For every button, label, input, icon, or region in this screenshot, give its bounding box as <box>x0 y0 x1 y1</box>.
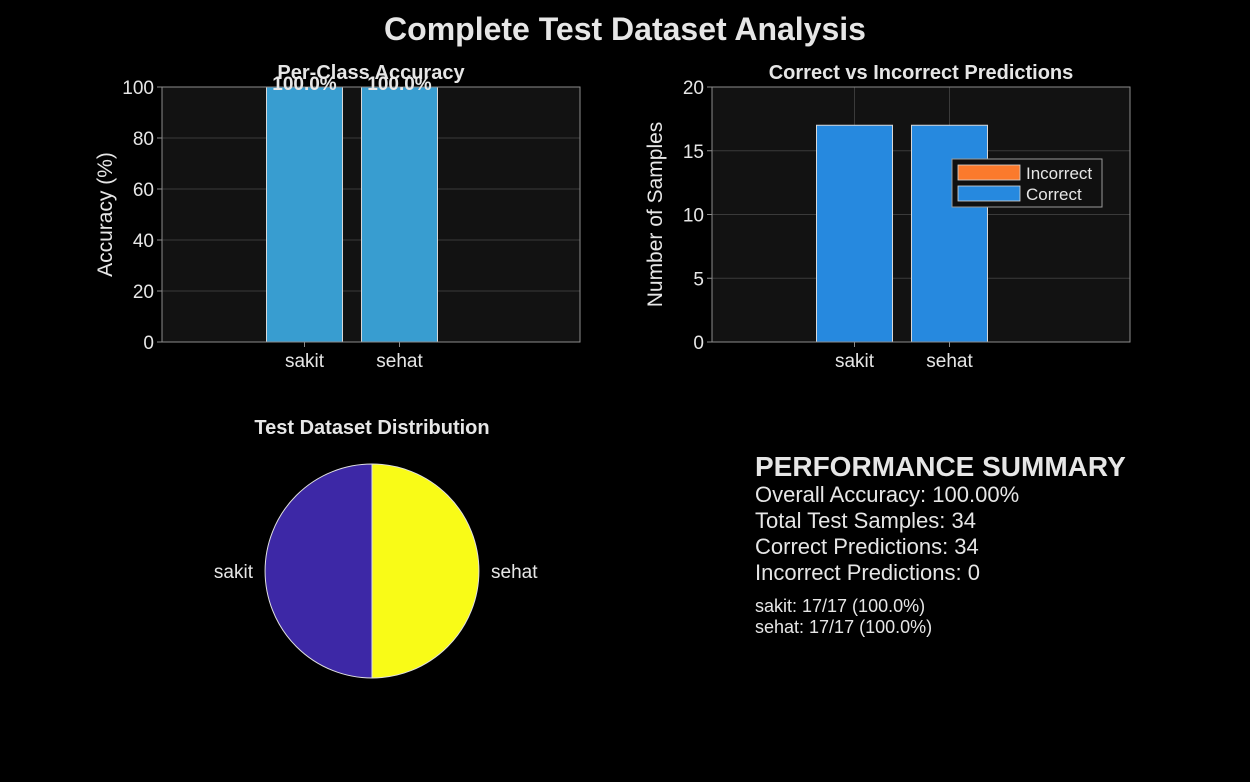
pie-slice-sehat <box>371 463 480 679</box>
x-tick-label-sakit: sakit <box>835 351 875 372</box>
y-tick-label: 20 <box>683 78 704 99</box>
y-tick-label: 10 <box>683 206 704 227</box>
y-tick-label: 5 <box>693 269 704 290</box>
per-class-accuracy-chart: 0 20 40 60 80 100 sakit sehat Accuracy (%) Per-Cl… <box>94 62 581 372</box>
axes-frame <box>711 86 1131 343</box>
y-tick-label: 100 <box>122 78 154 99</box>
summary-heading: PERFORMANCE SUMMARY <box>755 451 1126 482</box>
summary-total-samples: Total Test Samples: 34 <box>755 508 976 533</box>
chart-title: Correct vs Incorrect Predictions <box>769 62 1074 84</box>
accuracy-bar-sakit <box>266 86 343 343</box>
x-tick-label-sakit: sakit <box>285 351 325 372</box>
correct-vs-incorrect-chart: 0 5 10 15 20 sakit sehat Number of Samples Corre… <box>644 62 1131 372</box>
legend-label-incorrect: Incorrect <box>1026 164 1092 183</box>
legend-swatch-incorrect <box>957 164 1021 181</box>
y-tick-label: 60 <box>133 180 154 201</box>
y-axis-label: Accuracy (%) <box>94 152 117 277</box>
summary-class-sakit: sakit: 17/17 (100.0%) <box>755 596 926 616</box>
chart-title: Test Dataset Distribution <box>254 417 489 439</box>
summary-class-sehat: sehat: 17/17 (100.0%) <box>755 617 933 637</box>
performance-summary: PERFORMANCE SUMMARY Overall Accuracy: 10… <box>755 452 1235 638</box>
y-tick-label: 0 <box>143 333 154 354</box>
y-tick-label: 40 <box>133 231 154 252</box>
y-tick-label: 20 <box>133 282 154 303</box>
pie-label-sakit: sakit <box>214 562 254 583</box>
pie-slice-sakit <box>264 463 373 679</box>
legend-swatch-correct <box>957 185 1021 202</box>
data-label-sehat: 100.0% <box>367 74 432 95</box>
test-distribution-pie-chart: sakit sehat Test Dataset Distribution <box>214 417 538 679</box>
summary-correct: Correct Predictions: 34 <box>755 534 979 559</box>
chart-title: Per-Class Accuracy <box>277 62 465 84</box>
pie-label-sehat: sehat <box>491 562 538 583</box>
legend-label-correct: Correct <box>1026 185 1082 204</box>
y-tick-label: 0 <box>693 333 704 354</box>
y-axis-label: Number of Samples <box>644 122 667 308</box>
y-tick-label: 15 <box>683 142 704 163</box>
correct-bar-sakit <box>816 124 893 343</box>
correct-bar-sehat <box>911 124 988 343</box>
data-label-sakit: 100.0% <box>272 74 337 95</box>
figure-title: Complete Test Dataset Analysis <box>384 11 866 47</box>
accuracy-bar-sehat <box>361 86 438 343</box>
x-tick-label-sehat: sehat <box>376 351 423 372</box>
x-tick-label-sehat: sehat <box>926 351 973 372</box>
axes-frame <box>161 86 581 343</box>
y-tick-label: 80 <box>133 129 154 150</box>
summary-overall-accuracy: Overall Accuracy: 100.00% <box>755 482 1020 507</box>
summary-incorrect: Incorrect Predictions: 0 <box>755 560 980 585</box>
